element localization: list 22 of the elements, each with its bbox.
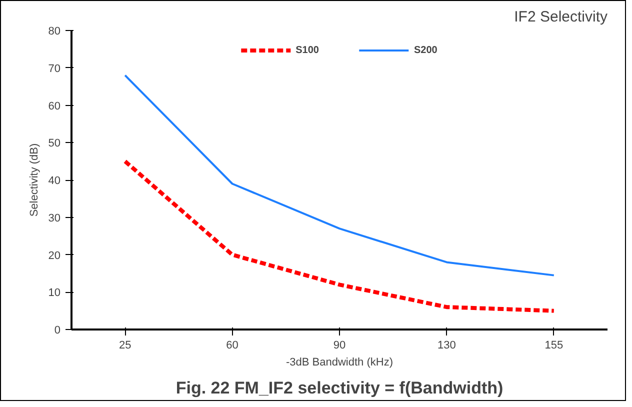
x-tick-label: 90: [333, 340, 346, 352]
caption: Fig. 22 FM_IF2 selectivity = f(Bandwidth): [176, 378, 504, 398]
x-tick-label: 130: [438, 340, 456, 352]
y-tick-label: 50: [48, 138, 61, 150]
x-tick-label: 60: [226, 340, 238, 352]
line-series: [123, 159, 556, 313]
y-tick-label: 40: [48, 175, 61, 187]
y-tick-label: 60: [48, 100, 61, 112]
y-tick-label: 0: [54, 324, 61, 336]
x-axis-title: -3dB Bandwidth (kHz): [286, 356, 394, 368]
chart-title: IF2 Selectivity: [514, 8, 608, 26]
y-tick-label: 30: [48, 212, 61, 224]
y-axis-title: Selectivity (dB): [28, 143, 40, 217]
legend-label: S200: [414, 44, 438, 56]
x-tick-label: 25: [118, 340, 132, 352]
y-tick-label: 10: [48, 287, 61, 300]
legend-label: S100: [296, 44, 319, 56]
x-tick-label: 155: [544, 340, 564, 352]
y-tick-label: 20: [48, 250, 61, 262]
line-series: [124, 74, 555, 276]
y-tick-label: 80: [48, 26, 61, 38]
y-tick-label: 70: [48, 62, 61, 75]
